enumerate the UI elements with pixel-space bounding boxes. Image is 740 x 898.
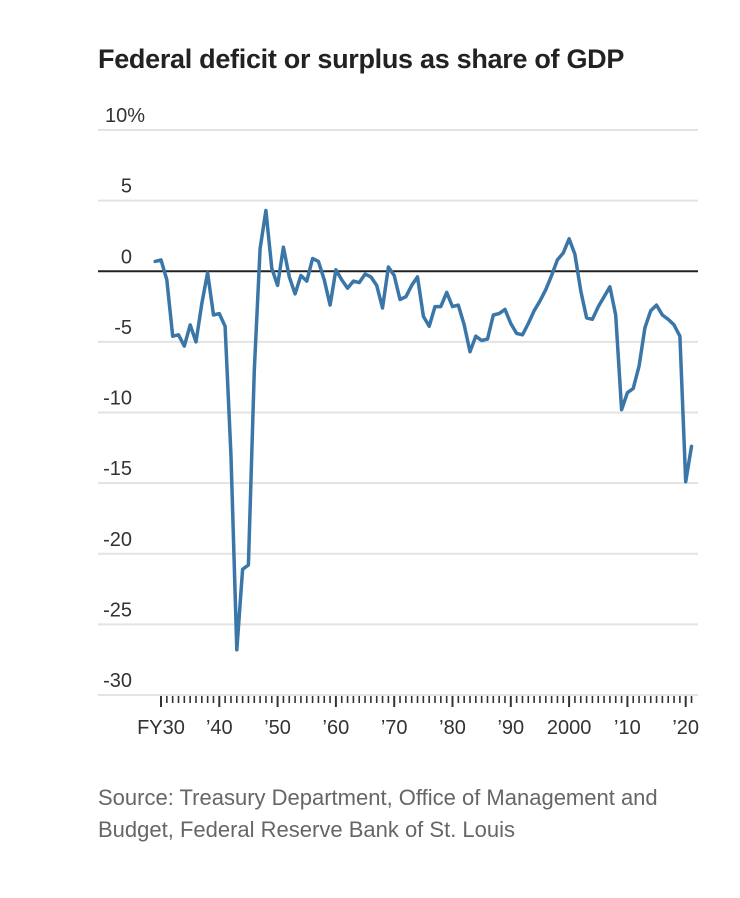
source-note: Source: Treasury Department, Office of M… bbox=[98, 785, 658, 842]
series-group bbox=[153, 208, 694, 652]
x-tick-label: ’20 bbox=[672, 717, 699, 739]
x-tick-label: ’90 bbox=[497, 717, 524, 739]
x-tick-label: ’40 bbox=[206, 717, 233, 739]
x-axis: FY30 ’40 ’50 ’60 ’70 ’80 ’90 2000 ’10 ’20 bbox=[137, 696, 699, 739]
y-axis-labels: 10% 5 0 -5 -10 -15 -20 -25 -30 bbox=[103, 105, 145, 692]
chart-title: Federal deficit or surplus as share of G… bbox=[98, 44, 625, 74]
y-tick-label: -15 bbox=[103, 458, 132, 480]
x-tick-label: ’10 bbox=[614, 717, 641, 739]
y-tick-label: -30 bbox=[103, 670, 132, 692]
y-tick-label: -20 bbox=[103, 529, 132, 551]
x-tick-label: FY30 bbox=[137, 717, 185, 739]
x-tick-label: ’60 bbox=[323, 717, 350, 739]
y-tick-label: -5 bbox=[114, 317, 132, 339]
x-tick-label: ’70 bbox=[381, 717, 408, 739]
y-tick-label: 0 bbox=[121, 246, 132, 268]
y-tick-label: -10 bbox=[103, 388, 132, 410]
x-tick-label: ’80 bbox=[439, 717, 466, 739]
y-tick-label: 10% bbox=[105, 105, 145, 127]
x-tick-label: ’50 bbox=[264, 717, 291, 739]
gridlines bbox=[98, 129, 698, 696]
x-tick-label: 2000 bbox=[547, 717, 592, 739]
y-tick-label: -25 bbox=[103, 599, 132, 621]
series-line-deficit bbox=[153, 208, 694, 652]
y-tick-label: 5 bbox=[121, 176, 132, 198]
